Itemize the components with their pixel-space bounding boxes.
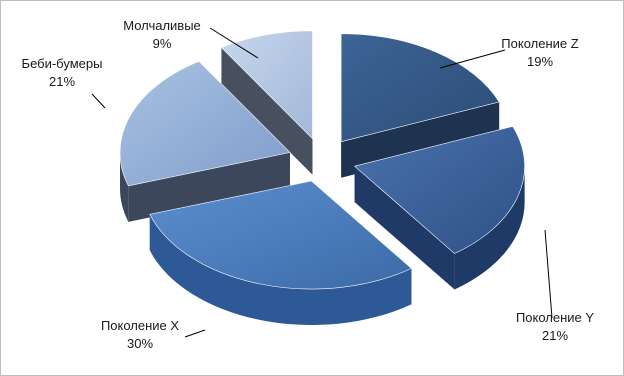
slice-top — [220, 30, 313, 140]
data-label-name: Поколение X — [101, 318, 179, 333]
slice-wall — [341, 101, 500, 178]
data-label-value: 19% — [527, 54, 553, 69]
slice-side — [149, 214, 412, 326]
slice-поколение-x — [149, 180, 412, 326]
data-label-name: Беби-бумеры — [22, 56, 103, 71]
data-label-value: 9% — [153, 36, 172, 51]
slice-top — [149, 180, 412, 290]
slice-side — [454, 166, 525, 290]
leader-line — [91, 93, 106, 109]
leader-line — [209, 27, 259, 59]
data-label-value: 21% — [542, 328, 568, 343]
data-label-name: Поколение Z — [501, 36, 578, 51]
data-label-value: 30% — [127, 336, 153, 351]
data-label-value: 21% — [49, 74, 75, 89]
slice-wall — [354, 166, 455, 290]
slice-wall — [128, 152, 291, 222]
slice-top — [354, 126, 525, 254]
slice-поколение-y — [354, 126, 525, 290]
leader-line — [439, 49, 506, 69]
slice-top — [340, 33, 500, 143]
data-label-name: Молчаливые — [123, 18, 201, 33]
leader-line — [544, 229, 553, 319]
slice-беби-бумеры — [119, 60, 291, 222]
slice-wall — [221, 47, 313, 175]
slice-top — [119, 60, 291, 187]
leader-line — [184, 329, 206, 338]
slice-молчаливые — [220, 30, 313, 175]
slice-поколение-z — [340, 33, 500, 178]
data-label-name: Поколение Y — [516, 310, 594, 325]
